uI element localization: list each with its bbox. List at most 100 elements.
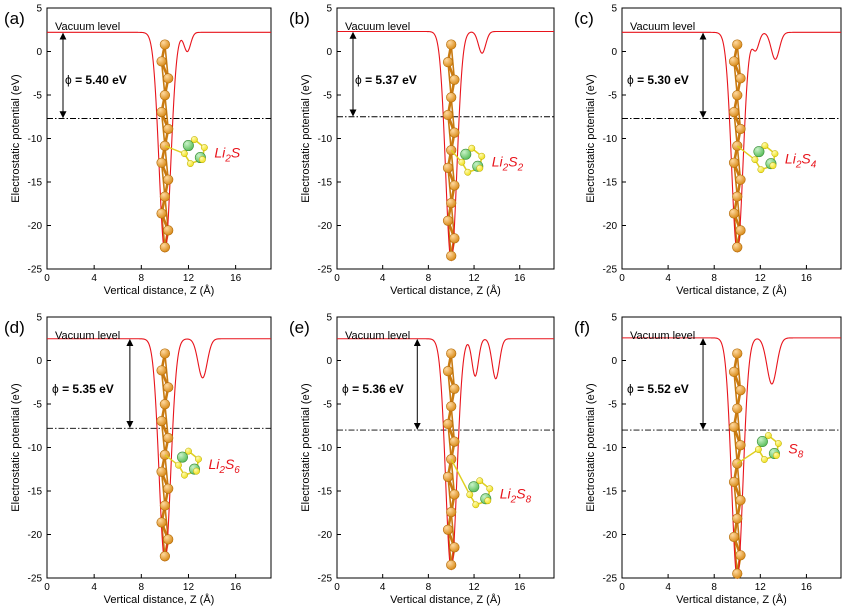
y-tick-label: -15 (318, 487, 333, 498)
molecule-element: Li (208, 456, 220, 472)
y-tick-label: -25 (318, 574, 333, 585)
s-atom (472, 501, 480, 509)
s-atom (771, 150, 779, 158)
li-atom (449, 233, 460, 244)
y-tick-label: 5 (326, 313, 332, 324)
s-atom (764, 432, 772, 439)
s-atom (193, 467, 200, 475)
li-atom (163, 174, 174, 185)
phi-value: = 5.35 eV (59, 382, 114, 396)
molecule-subscript: 2 (224, 154, 231, 165)
li-atom (449, 74, 460, 85)
li-atom (446, 559, 457, 571)
li-atom (735, 174, 746, 185)
panel-label: (e) (289, 318, 310, 337)
li-atom (159, 191, 170, 202)
li-atom (442, 471, 454, 482)
molecule-element: S (788, 441, 798, 457)
li-atom (159, 242, 170, 253)
panel-label: (b) (289, 9, 310, 28)
molecule-label: Li2S8 (500, 486, 532, 506)
li-atom (728, 157, 740, 168)
li-atom (728, 107, 740, 118)
y-tick-label: -20 (28, 530, 43, 541)
panel-label: (f) (574, 318, 590, 337)
y-axis-label: Electrostatic potential (eV) (585, 383, 597, 511)
x-tick-label: 4 (91, 273, 97, 284)
li-atom (163, 432, 174, 444)
phi-value: = 5.30 eV (634, 73, 689, 87)
molecule-subscript: 2 (502, 162, 509, 173)
molecule-element: S (801, 151, 811, 167)
n-atom (176, 451, 188, 463)
s-bond (450, 458, 471, 496)
y-axis-label: Electrostatic potential (eV) (300, 383, 312, 511)
x-tick-label: 16 (230, 273, 242, 284)
li-atom (442, 162, 454, 173)
s-bond (736, 145, 756, 161)
s-atom (761, 142, 769, 150)
li-atom (732, 90, 743, 101)
x-tick-label: 12 (755, 582, 767, 593)
y-tick-label: -10 (603, 443, 618, 454)
li-atom (159, 90, 170, 101)
li-atom (442, 109, 454, 121)
molecule-element: Li (500, 486, 512, 502)
y-tick-label: -10 (603, 134, 618, 145)
work-function-value: ϕ = 5.35 eV (52, 382, 114, 396)
x-tick-label: 0 (334, 582, 340, 593)
molecule-subscript: 2 (517, 162, 524, 173)
li-atom (728, 208, 740, 219)
li-atom (159, 39, 170, 50)
phi-value: = 5.37 eV (362, 73, 417, 87)
x-tick-label: 0 (334, 273, 340, 284)
x-tick-label: 12 (183, 582, 195, 593)
y-tick-label: -25 (318, 265, 333, 276)
y-tick-label: -15 (28, 487, 43, 498)
li-atom (156, 517, 167, 528)
s-atom (181, 471, 188, 479)
y-axis-label: Electrostatic potential (eV) (585, 74, 597, 202)
phi-symbol: ϕ (342, 382, 349, 396)
s-atom (476, 164, 484, 172)
molecule-subscript: 2 (795, 160, 802, 171)
y-tick-label: -5 (33, 91, 42, 102)
molecule-subscript: 8 (526, 495, 532, 506)
s-atom (757, 166, 765, 174)
vacuum-level-label: Vacuum level (630, 21, 695, 33)
li-atom (159, 551, 170, 562)
li-atom (732, 242, 743, 253)
li-atom (449, 489, 460, 500)
x-tick-label: 12 (183, 273, 195, 284)
li-atom (442, 366, 454, 377)
plot-frame (46, 7, 272, 270)
phi-symbol: ϕ (355, 73, 362, 87)
s-atom (180, 150, 188, 158)
y-axis-label: Electrostatic potential (eV) (300, 74, 312, 202)
x-tick-label: 8 (139, 273, 145, 284)
y-tick-label: -5 (323, 91, 332, 102)
panel-label: (a) (4, 9, 25, 28)
n-atom (460, 148, 472, 160)
molecule-label: Li2S4 (785, 151, 817, 171)
x-tick-label: 4 (665, 273, 671, 284)
li-atom (446, 197, 457, 209)
x-axis-label: Vertical distance, Z (Å) (104, 593, 215, 606)
molecule-element: S (225, 456, 235, 472)
x-axis-label: Vertical distance, Z (Å) (104, 284, 215, 297)
plot-frame (621, 7, 842, 270)
phi-symbol: ϕ (627, 73, 634, 87)
y-tick-label: 5 (326, 4, 332, 15)
y-tick-label: -10 (28, 443, 43, 454)
li-atom (156, 157, 167, 168)
y-tick-label: -5 (323, 400, 332, 411)
s-bond (736, 448, 759, 465)
work-function-value: ϕ = 5.52 eV (627, 382, 689, 396)
y-tick-label: 5 (36, 313, 42, 324)
li-atom (449, 383, 460, 394)
vacuum-level-label: Vacuum level (345, 330, 410, 342)
y-tick-label: -25 (28, 265, 43, 276)
s-atom (760, 456, 768, 463)
